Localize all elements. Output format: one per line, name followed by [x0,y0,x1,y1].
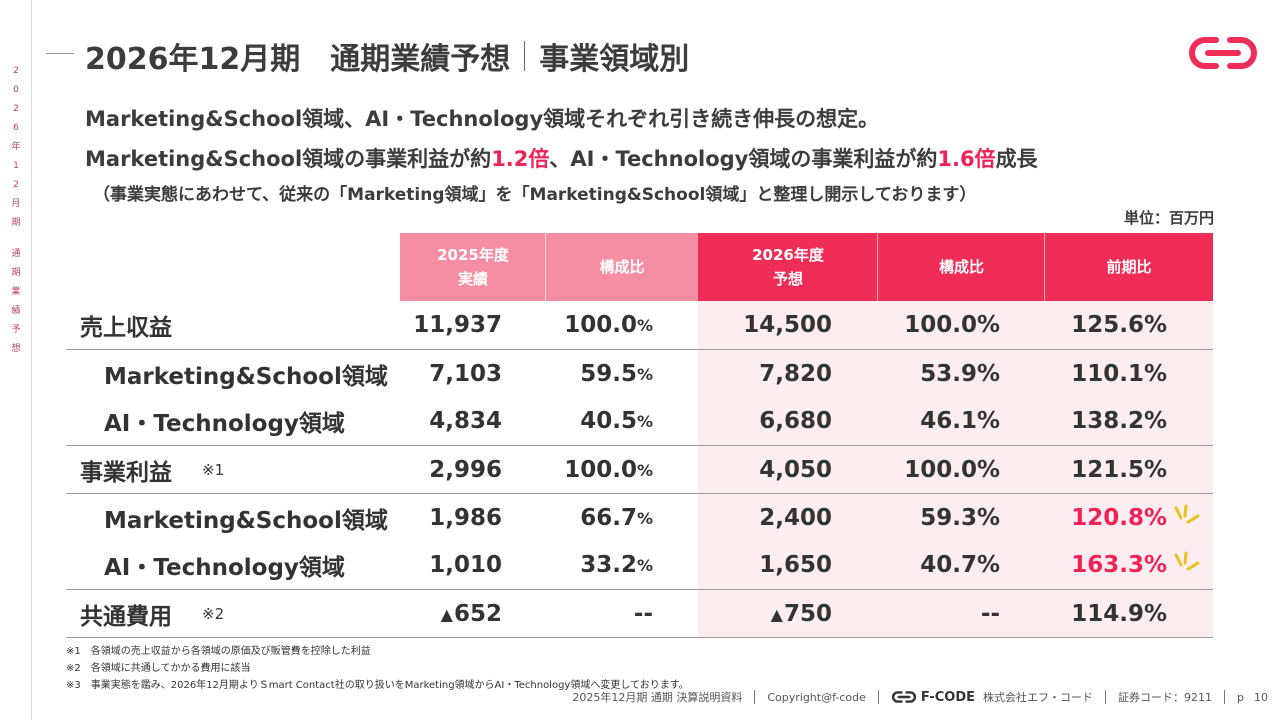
value-2025: 2,996 [429,457,502,483]
yoy-value: 121.5% [1071,457,1167,483]
unit-label: 単位：百万円 [1123,209,1214,227]
value-2025: 1,986 [429,505,502,531]
value-2025: 11,937 [413,312,502,338]
fcode-logo-icon [1189,37,1257,69]
value-2026: 4,050 [759,457,832,483]
ratio-2025: 33.2% [580,552,653,578]
row-label: Marketing&School領域 [104,508,388,534]
footnote-ref: ※1 [202,461,225,479]
ratio-2025: -- [633,601,653,627]
value-2026: ▲ 750 [770,601,832,627]
sparkle-icon [1174,551,1200,571]
value-2025: 1,010 [429,552,502,578]
value-2025: 7,103 [429,361,502,387]
table-row: 事業利益 ※1 2,996 100.0% 4,050 100.0% 121.5% [66,445,1213,493]
title-period: 2026年12月期 [85,42,301,77]
page-title: 2026年12月期 通期業績予想 事業領域別 [85,34,689,78]
footer-page-prefix: p [1237,690,1244,704]
ratio-2025: 100.0% [564,457,653,483]
page-footer: 2025年12月期 通期 決算説明資料 Copyright@f-code F-C… [572,689,1268,705]
header-2025-actual: 2025年度 実績 [400,233,546,301]
table-row: AI・Technology領域 1,010 33.2% 1,650 40.7% … [66,541,1213,589]
ratio-2026: 53.9% [920,361,1000,387]
highlight-ai-growth: 1.6倍 [937,147,996,171]
value-2025: ▲ 652 [440,601,502,627]
footnote-2: ※2 各領域に共通してかかる費用に該当 [66,663,251,674]
negative-triangle-icon: ▲ [770,604,783,624]
row-label: AI・Technology領域 [104,555,345,581]
footer-copyright: Copyright@f-code [767,690,866,704]
fcode-logo-small-icon [891,691,916,703]
negative-triangle-icon: ▲ [440,604,453,624]
footer-company: 株式会社エフ・コード [983,691,1094,704]
ratio-2026: 100.0% [904,312,1000,338]
lead-line-2: Marketing&School領域の事業利益が約1.2倍、AI・Technol… [85,147,1038,171]
forecast-column-band [698,301,1213,637]
lead-line-1: Marketing&School領域、AI・Technology領域それぞれ引き… [85,107,880,131]
ratio-2025: 59.5% [580,361,653,387]
table-row: Marketing&School領域 7,103 59.5% 7,820 53.… [66,349,1213,397]
footnote-ref: ※2 [202,605,225,623]
row-label: 事業利益 ※1 [80,460,225,486]
page-number: 10 [1254,690,1268,704]
yoy-value-highlight: 163.3% [1071,552,1167,578]
table-row: 共通費用 ※2 ▲ 652 -- ▲ 750 -- 114.9% [66,589,1213,637]
table-row: 売上収益 11,937 100.0% 14,500 100.0% 125.6% [66,301,1213,349]
header-2026-ratio: 構成比 [878,233,1045,301]
ratio-2026: 46.1% [920,408,1000,434]
row-label: AI・Technology領域 [104,411,345,437]
yoy-value: 138.2% [1071,408,1167,434]
title-subject: 通期業績予想 [330,42,511,77]
row-label: 売上収益 [80,315,172,341]
footer-doc-title: 2025年12月期 通期 決算説明資料 [572,691,743,704]
ratio-2026: 40.7% [920,552,1000,578]
title-divider [524,41,526,71]
ratio-2026: -- [980,601,1000,627]
yoy-value: 125.6% [1071,312,1167,338]
footer-brand: F-CODE [891,690,975,705]
title-accent-line [46,53,74,54]
footer-stock-code: 証券コード：9211 [1118,691,1213,704]
value-2025: 4,834 [429,408,502,434]
ratio-2025: 66.7% [580,505,653,531]
highlight-ms-growth: 1.2倍 [491,147,550,171]
yoy-value: 110.1% [1071,361,1167,387]
lead-note: （事業実態にあわせて、従来の「Marketing領域」を「Marketing&S… [93,185,977,205]
yoy-value: 114.9% [1071,601,1167,627]
table-row: AI・Technology領域 4,834 40.5% 6,680 46.1% … [66,397,1213,445]
value-2026: 7,820 [759,361,832,387]
ratio-2026: 59.3% [920,505,1000,531]
value-2026: 6,680 [759,408,832,434]
header-2026-forecast: 2026年度 予想 [698,233,878,301]
table-bottom-rule [66,637,1213,638]
header-yoy: 前期比 [1045,233,1213,301]
table-row: Marketing&School領域 1,986 66.7% 2,400 59.… [66,493,1213,541]
ratio-2026: 100.0% [904,457,1000,483]
footnote-1: ※1 各領域の売上収益から各領域の原価及び販管費を控除した利益 [66,646,371,657]
value-2026: 2,400 [759,505,832,531]
ratio-2025: 40.5% [580,408,653,434]
sparkle-icon [1174,504,1200,524]
yoy-value-highlight: 120.8% [1071,505,1167,531]
footnote-3: ※3 事業実態を鑑み、2026年12月期よりＳmart Contact社の取り扱… [66,680,689,691]
side-rule [31,0,32,720]
title-segment: 事業領域別 [539,42,690,77]
ratio-2025: 100.0% [564,312,653,338]
row-label: 共通費用 ※2 [80,604,225,630]
forecast-table: 2025年度 実績 構成比 2026年度 予想 構成比 前期比 売上収益 11,93… [66,233,1213,638]
row-label: Marketing&School領域 [104,364,388,390]
header-2025-ratio: 構成比 [546,233,698,301]
value-2026: 14,500 [743,312,832,338]
value-2026: 1,650 [759,552,832,578]
table-header: 2025年度 実績 構成比 2026年度 予想 構成比 前期比 [66,233,1213,301]
